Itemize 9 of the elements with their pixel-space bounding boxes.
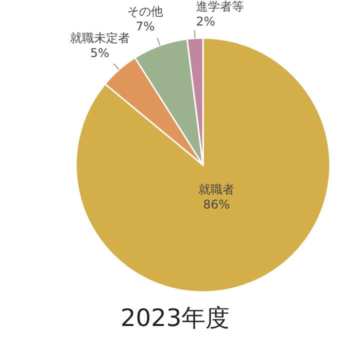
slice-label: その他 (127, 4, 164, 18)
data-label: 86% (203, 198, 230, 212)
data-label: 7% (136, 19, 155, 34)
text: 2023年度 (120, 304, 230, 332)
data-label: 2% (196, 14, 216, 28)
slice-label: 進学者等 (196, 0, 244, 14)
slice-label: 就職未定者 (70, 31, 130, 46)
data-label: 5% (90, 46, 110, 60)
slice-label: 就職者 (198, 182, 235, 197)
